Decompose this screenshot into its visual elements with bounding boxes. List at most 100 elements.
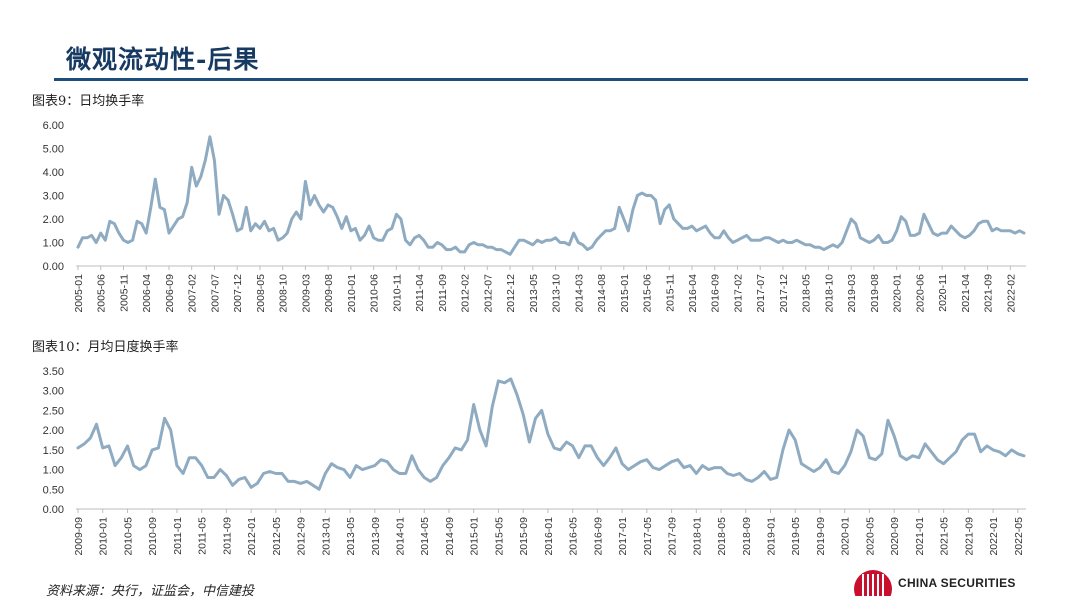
x-tick-label: 2011-09 (221, 517, 233, 555)
x-tick-label: 2021-05 (939, 517, 951, 556)
x-tick-label: 2018-05 (801, 274, 813, 313)
x-tick-label: 2022-02 (1005, 274, 1017, 313)
x-tick-label: 2018-10 (823, 274, 835, 313)
x-tick-label: 2012-05 (271, 517, 283, 556)
x-tick-label: 2005-11 (118, 274, 130, 312)
y-tick-label: 4.00 (43, 167, 64, 179)
series-line (76, 377, 1026, 491)
page-title: 微观流动性-后果 (66, 45, 260, 74)
y-tick-label: 3.00 (43, 386, 64, 398)
chart-1: 0.00 1.00 2.00 3.00 4.00 5.00 6.00 2005-01 2005-… (43, 120, 1026, 313)
chart-2-title: 图表10：月均日度换手率 (32, 340, 179, 355)
x-tick-label: 2022-05 (1013, 517, 1025, 556)
x-tick-label: 2020-01 (840, 517, 852, 556)
x-tick-label: 2016-01 (543, 517, 555, 556)
x-tick-label: 2012-01 (246, 517, 258, 556)
x-tick-label: 2013-01 (320, 517, 332, 556)
x-tick-label: 2005-06 (96, 274, 108, 313)
x-tick-label: 2016-09 (592, 517, 604, 556)
x-tick-label: 2014-03 (573, 274, 585, 313)
x-tick-label: 2012-02 (460, 274, 472, 313)
x-tick-label: 2016-05 (568, 517, 580, 556)
x-tick-label: 2021-09 (963, 517, 975, 556)
x-tick-label: 2020-09 (889, 517, 901, 556)
x-tick-label: 2017-01 (617, 517, 629, 556)
y-tick-label: 2.50 (43, 405, 64, 417)
x-tick-label: 2017-09 (667, 517, 679, 556)
x-tick-label: 2010-01 (346, 274, 358, 313)
y-tick-label: 1.50 (43, 445, 64, 457)
x-tick-label: 2010-06 (369, 274, 381, 313)
x-tick-label: 2011-09 (437, 274, 449, 312)
x-tick-label: 2013-09 (370, 517, 382, 556)
y-tick-label: 6.00 (43, 120, 64, 132)
y-tick-label: 2.00 (43, 425, 64, 437)
y-tick-label: 1.00 (43, 465, 64, 477)
x-tick-label: 2009-09 (73, 517, 85, 556)
chart-2: 0.00 0.50 1.00 1.50 2.00 2.50 3.00 3.50 2009-09 2… (43, 366, 1026, 556)
y-tick-label: 2.00 (43, 214, 64, 226)
x-tick-label: 2008-05 (255, 274, 267, 313)
x-tick-label: 2016-09 (710, 274, 722, 313)
x-tick-label: 2018-09 (741, 517, 753, 556)
x-tick-label: 2005-01 (73, 274, 85, 313)
series-line (76, 135, 1026, 256)
x-tick-label: 2020-05 (864, 517, 876, 556)
x-tick-label: 2013-10 (551, 274, 563, 313)
x-tick-label: 2010-05 (122, 517, 134, 556)
x-tick-label: 2016-04 (687, 274, 699, 313)
x-tick-label: 2019-03 (846, 274, 858, 313)
x-tick-label: 2019-08 (869, 274, 881, 313)
x-tick-label: 2017-12 (778, 274, 790, 313)
y-tick-label: 3.00 (43, 191, 64, 203)
x-tick-label: 2019-09 (815, 517, 827, 556)
x-tick-label: 2015-05 (493, 517, 505, 556)
x-tick-label: 2011-04 (414, 274, 426, 312)
y-tick-label: 0.00 (43, 261, 64, 273)
x-tick-label: 2010-01 (98, 517, 110, 556)
x-tick-label: 2009-08 (323, 274, 335, 313)
x-tick-label: 2011-05 (197, 517, 209, 555)
x-tick-label: 2011-01 (172, 517, 184, 555)
x-tick-label: 2010-09 (147, 517, 159, 556)
x-tick-label: 2014-05 (419, 517, 431, 556)
x-tick-label: 2009-03 (300, 274, 312, 313)
x-tick-label: 2015-01 (469, 517, 481, 556)
x-tick-label: 2013-05 (345, 517, 357, 556)
x-tick-label: 2021-09 (983, 274, 995, 313)
x-tick-label: 2017-02 (732, 274, 744, 313)
x-tick-label: 2012-09 (296, 517, 308, 556)
x-tick-label: 2021-04 (960, 274, 972, 313)
y-tick-label: 0.50 (43, 484, 64, 496)
x-tick-label: 2017-07 (755, 274, 767, 313)
source-note: 资料来源：央行，证监会，中信建投 (46, 584, 255, 599)
x-tick-label: 2015-09 (518, 517, 530, 556)
x-tick-label: 2010-11 (391, 274, 403, 312)
title-divider (54, 78, 1028, 81)
x-tick-label: 2006-04 (141, 274, 153, 313)
x-tick-label: 2014-01 (395, 517, 407, 556)
x-tick-label: 2015-01 (619, 274, 631, 313)
x-tick-label: 2013-05 (528, 274, 540, 313)
x-tick-label: 2006-09 (164, 274, 176, 313)
y-tick-label: 0.00 (43, 504, 64, 516)
x-tick-label: 2007-07 (209, 274, 221, 313)
x-tick-label: 2019-01 (765, 517, 777, 556)
x-tick-label: 2022-01 (988, 517, 1000, 556)
x-tick-label: 2017-05 (642, 517, 654, 556)
y-tick-label: 1.00 (43, 238, 64, 250)
x-tick-label: 2014-09 (444, 517, 456, 556)
x-tick-label: 2014-08 (596, 274, 608, 313)
logo-text: CHINA SECURITIES (898, 576, 1016, 590)
y-tick-label: 3.50 (43, 366, 64, 378)
x-tick-label: 2015-06 (642, 274, 654, 313)
x-tick-label: 2007-02 (187, 274, 199, 313)
x-tick-label: 2008-10 (278, 274, 290, 313)
logo-mark-icon (854, 570, 892, 596)
y-tick-label: 5.00 (43, 144, 64, 156)
x-tick-label: 2012-07 (482, 274, 494, 313)
x-tick-label: 2015-11 (664, 274, 676, 312)
x-tick-label: 2007-12 (232, 274, 244, 313)
x-tick-label: 2018-01 (691, 517, 703, 556)
